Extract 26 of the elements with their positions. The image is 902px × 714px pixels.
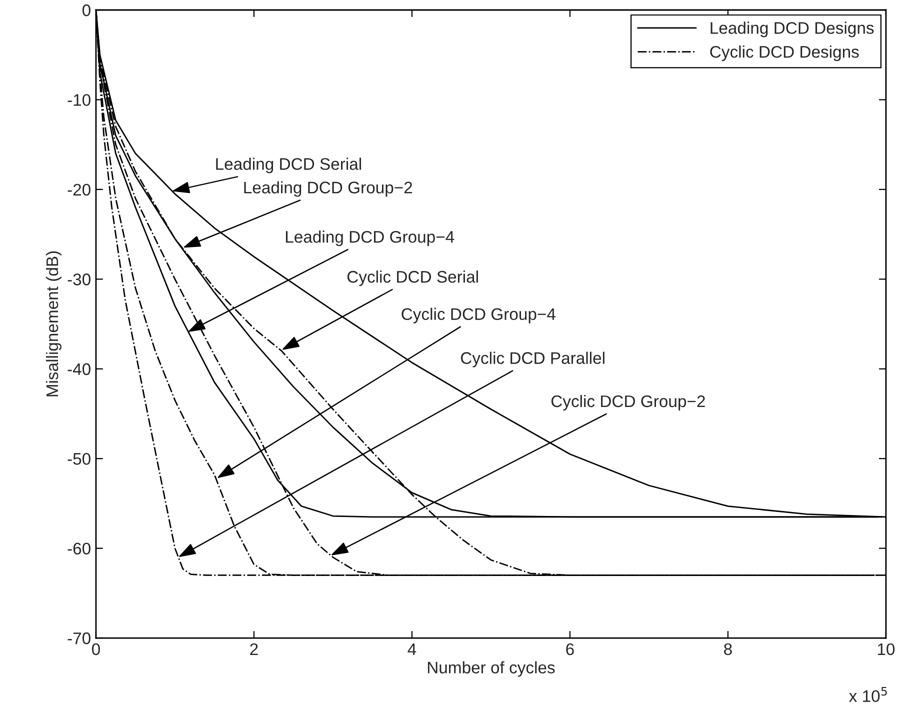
legend-label: Leading DCD Designs — [710, 22, 874, 38]
y-tick-label: -40 — [68, 363, 90, 376]
annotation: Leading DCD Group−2 — [244, 181, 412, 197]
annotation: Cyclic DCD Group−2 — [551, 394, 705, 410]
y-axis-title: Misallignement (dB) — [46, 251, 62, 396]
y-tick-label: -70 — [68, 632, 90, 644]
annotation: Cyclic DCD Serial — [347, 270, 478, 286]
y-tick-label: -10 — [68, 94, 90, 106]
y-tick-label: 0 — [82, 4, 90, 16]
y-tick-label: -30 — [68, 274, 90, 286]
annotation: Leading DCD Group−4 — [286, 230, 454, 246]
x-tick-label: 6 — [566, 643, 574, 656]
x-tick-label: 0 — [92, 643, 100, 656]
annotation: Cyclic DCD Group−4 — [402, 308, 556, 324]
annotation: Leading DCD Serial — [216, 158, 361, 174]
x-tick-label: 8 — [724, 643, 732, 656]
x-tick-label: 2 — [250, 643, 258, 655]
annotation: Cyclic DCD Parallel — [460, 352, 604, 368]
x-tick-label: 10 — [878, 643, 895, 656]
x-axis-title: Number of cycles — [428, 661, 555, 677]
text: x 10$^{5}$ — [848, 686, 887, 702]
y-tick-label: -60 — [68, 542, 90, 555]
legend-label: Cyclic DCD Designs — [710, 46, 859, 62]
y-tick-label: -20 — [68, 184, 90, 196]
x-tick-label: 4 — [408, 644, 416, 655]
y-tick-label: -50 — [68, 452, 90, 465]
